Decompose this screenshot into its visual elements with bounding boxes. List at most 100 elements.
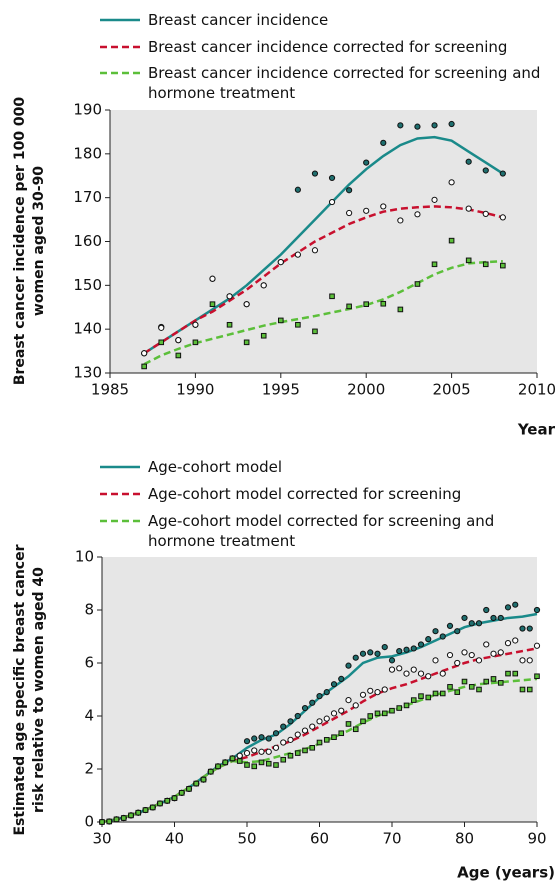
x-axis-label: Year [517, 421, 556, 439]
point [345, 697, 352, 704]
legend-label: Breast cancer incidence corrected for sc… [148, 38, 508, 56]
point [338, 675, 345, 683]
point [278, 317, 284, 324]
y-tick-label: 180 [73, 144, 102, 162]
point [446, 622, 454, 630]
point [526, 686, 533, 693]
point [490, 614, 497, 622]
point [192, 321, 199, 328]
point [229, 755, 236, 762]
point [396, 705, 403, 711]
point [352, 702, 359, 709]
point [499, 214, 506, 221]
point [309, 699, 316, 706]
point [260, 332, 267, 339]
point [483, 641, 490, 648]
legend-label: Age-cohort model corrected for screening [148, 485, 462, 503]
point [397, 217, 404, 224]
point [207, 768, 214, 775]
point [381, 710, 388, 717]
point [499, 170, 506, 177]
point [476, 686, 482, 693]
point [258, 734, 265, 741]
point [175, 352, 182, 359]
point [448, 237, 455, 244]
point [287, 752, 294, 759]
point [397, 122, 404, 129]
point [363, 207, 370, 214]
point [397, 306, 404, 313]
x-tick-label: 2010 [518, 381, 556, 399]
point [367, 713, 374, 719]
point [432, 690, 439, 697]
point [381, 686, 388, 693]
point [432, 628, 439, 635]
point [226, 321, 233, 328]
point [417, 670, 425, 677]
point [265, 748, 272, 755]
x-tick-label: 80 [455, 830, 474, 848]
point [260, 282, 267, 289]
point [280, 756, 287, 763]
point [431, 122, 438, 129]
point [209, 275, 216, 282]
point [475, 657, 483, 664]
point [431, 261, 438, 268]
point [367, 687, 374, 694]
point [272, 744, 280, 751]
point [301, 704, 309, 712]
point [209, 301, 216, 307]
point [388, 666, 396, 673]
point [446, 651, 454, 659]
point [323, 737, 330, 743]
point [236, 758, 243, 764]
point [243, 301, 250, 308]
point [483, 678, 490, 685]
point [243, 339, 250, 346]
y-tick-label: 170 [73, 188, 102, 206]
point [363, 301, 369, 307]
point [389, 707, 395, 714]
point [403, 702, 410, 709]
point [414, 123, 421, 130]
x-tick-label: 30 [92, 830, 111, 848]
point [346, 187, 353, 194]
point [431, 196, 438, 203]
point [367, 649, 374, 656]
point [99, 819, 105, 825]
point [403, 670, 410, 677]
point [106, 818, 113, 825]
point [482, 261, 489, 268]
y-tick-label: 0 [84, 813, 94, 831]
point [346, 209, 353, 217]
point [158, 324, 165, 331]
point [294, 186, 301, 193]
point [461, 649, 468, 656]
point [265, 735, 272, 742]
point [500, 262, 506, 269]
point [468, 684, 475, 690]
point [374, 689, 381, 696]
point [360, 718, 366, 725]
point [410, 666, 417, 673]
point [338, 707, 345, 714]
point [277, 259, 284, 266]
point [417, 641, 425, 648]
point [331, 734, 337, 741]
point [352, 726, 359, 733]
point [309, 723, 316, 730]
point [534, 673, 540, 680]
point [490, 650, 497, 657]
point [439, 670, 446, 677]
point [465, 205, 472, 212]
point [380, 139, 387, 146]
y-tick-label: 150 [73, 276, 102, 294]
y-axis-label: Estimated age specific breast cancer ris… [12, 544, 47, 836]
point [403, 646, 410, 653]
point [280, 723, 287, 730]
point [244, 762, 250, 768]
legend-label: Age-cohort model corrected for screening… [148, 512, 495, 550]
point [294, 251, 301, 258]
y-tick-label: 140 [73, 320, 102, 338]
